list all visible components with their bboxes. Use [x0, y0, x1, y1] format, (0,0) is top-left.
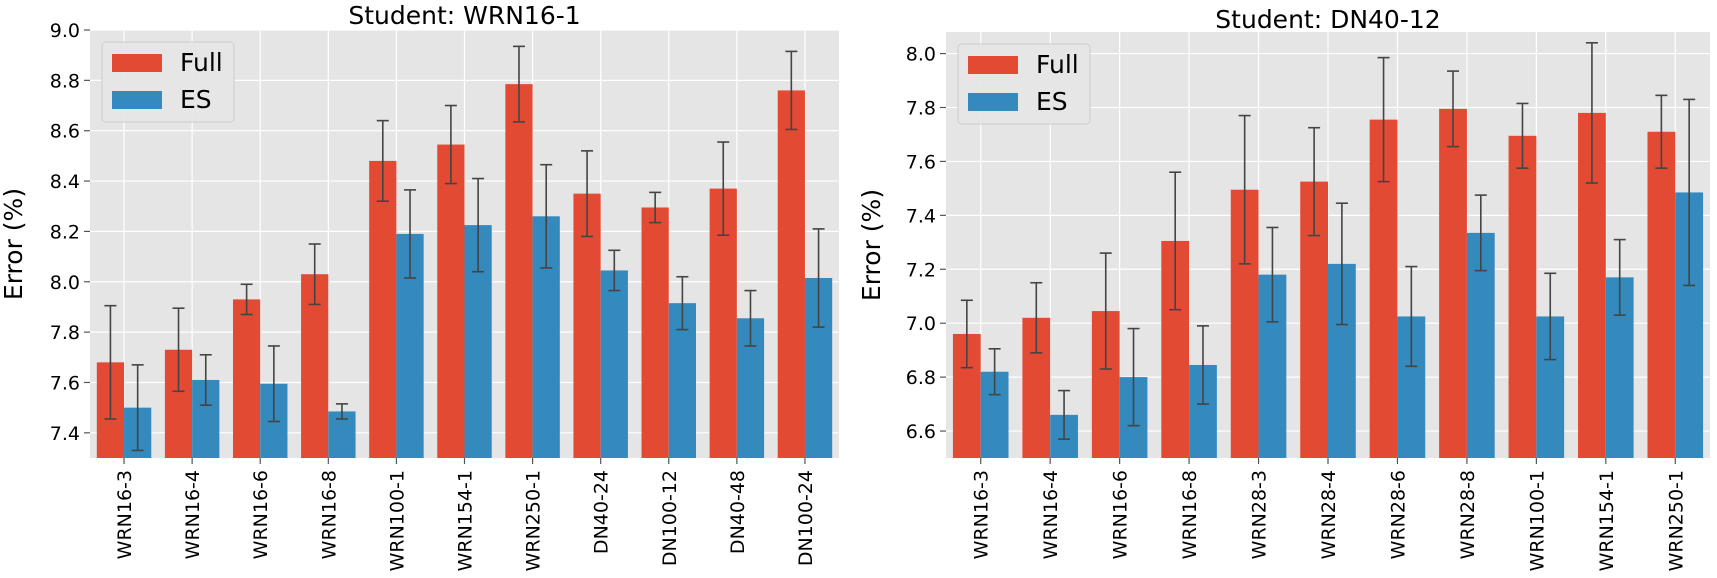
y-tick-label: 7.4 — [50, 423, 80, 445]
bar-full — [1439, 108, 1467, 459]
legend-swatch-full — [968, 56, 1018, 74]
bar-full — [641, 207, 669, 458]
bar-full — [1508, 135, 1537, 458]
y-tick-label: 7.4 — [906, 205, 936, 227]
legend-label-es: ES — [180, 85, 212, 114]
chart-title: Student: DN40-12 — [1215, 5, 1440, 34]
x-tick-label: DN40-24 — [591, 470, 613, 554]
chart-left-wrn16-1: 7.4 7.6 7.8 8.0 8.2 8.4 8.6 8.8 9.0 WRN16-3 WRN16-… — [0, 1, 839, 571]
x-tick-label: WRN16-4 — [1040, 470, 1062, 559]
legend: Full ES — [101, 41, 235, 123]
chart-right-dn40-12: 6.6 6.8 7.0 7.2 7.4 7.6 7.8 8.0 WRN16-3 WRN16-4 WR… — [857, 5, 1710, 571]
y-tick-label: 6.6 — [906, 421, 936, 443]
legend-label-full: Full — [180, 48, 223, 77]
x-tick-label: WRN250-1 — [1665, 470, 1687, 571]
x-tick-label: WRN16-4 — [182, 470, 204, 559]
y-axis-label: Error (%) — [857, 189, 886, 301]
y-tick-label: 9.0 — [50, 20, 80, 42]
x-tick-label: WRN154-1 — [1596, 470, 1618, 571]
x-tick-label: WRN16-8 — [318, 470, 340, 559]
y-tick-label: 6.8 — [906, 367, 936, 389]
x-tick-label: DN100-24 — [795, 470, 817, 566]
bar-full — [232, 299, 261, 458]
legend-swatch-es — [968, 93, 1018, 111]
legend-label-es: ES — [1036, 87, 1068, 116]
y-axis-label: Error (%) — [0, 188, 28, 300]
legend-swatch-es — [112, 91, 162, 109]
y-tick-label: 7.2 — [906, 259, 936, 281]
x-tick-label: WRN16-3 — [971, 470, 993, 559]
bar-es — [600, 270, 628, 458]
y-tick-label: 8.0 — [906, 44, 936, 66]
y-tick-label: 8.6 — [50, 121, 80, 143]
y-tick-label: 7.8 — [906, 97, 936, 119]
bar-full — [777, 90, 805, 459]
x-tick-label: WRN16-6 — [250, 470, 272, 559]
bar-full — [573, 193, 601, 458]
x-tick-label: WRN154-1 — [455, 470, 477, 571]
legend: Full ES — [957, 43, 1091, 125]
x-tick-label: DN100-12 — [659, 470, 681, 566]
x-tick-label: WRN100-1 — [386, 470, 408, 571]
y-tick-label: 7.0 — [906, 313, 936, 335]
x-tick-label: WRN16-8 — [1179, 470, 1201, 559]
x-tick-label: WRN100-1 — [1526, 470, 1548, 571]
bar-full — [1647, 131, 1676, 458]
bar-full — [437, 144, 465, 458]
y-tick-label: 8.4 — [50, 171, 80, 193]
y-tick-label: 7.8 — [50, 322, 80, 344]
chart-title: Student: WRN16-1 — [348, 1, 580, 30]
legend-swatch-full — [112, 54, 162, 72]
y-tick-label: 8.0 — [50, 272, 80, 294]
legend-label-full: Full — [1036, 50, 1079, 79]
bar-full — [505, 84, 533, 459]
x-tick-label: WRN250-1 — [523, 470, 545, 571]
x-tick-label: WRN28-8 — [1457, 470, 1479, 559]
y-tick-label: 8.2 — [50, 221, 80, 243]
bar-full — [369, 160, 397, 458]
x-tick-label: DN40-48 — [727, 470, 749, 554]
y-tick-label: 7.6 — [906, 151, 936, 173]
x-tick-label: WRN16-6 — [1110, 470, 1132, 559]
x-tick-label: WRN28-4 — [1318, 470, 1340, 559]
x-tick-label: WRN16-3 — [114, 470, 136, 559]
y-tick-label: 7.6 — [50, 372, 80, 394]
y-tick-label: 8.8 — [50, 70, 80, 92]
x-tick-label: WRN28-6 — [1387, 470, 1409, 559]
x-tick-label: WRN28-3 — [1249, 470, 1271, 559]
